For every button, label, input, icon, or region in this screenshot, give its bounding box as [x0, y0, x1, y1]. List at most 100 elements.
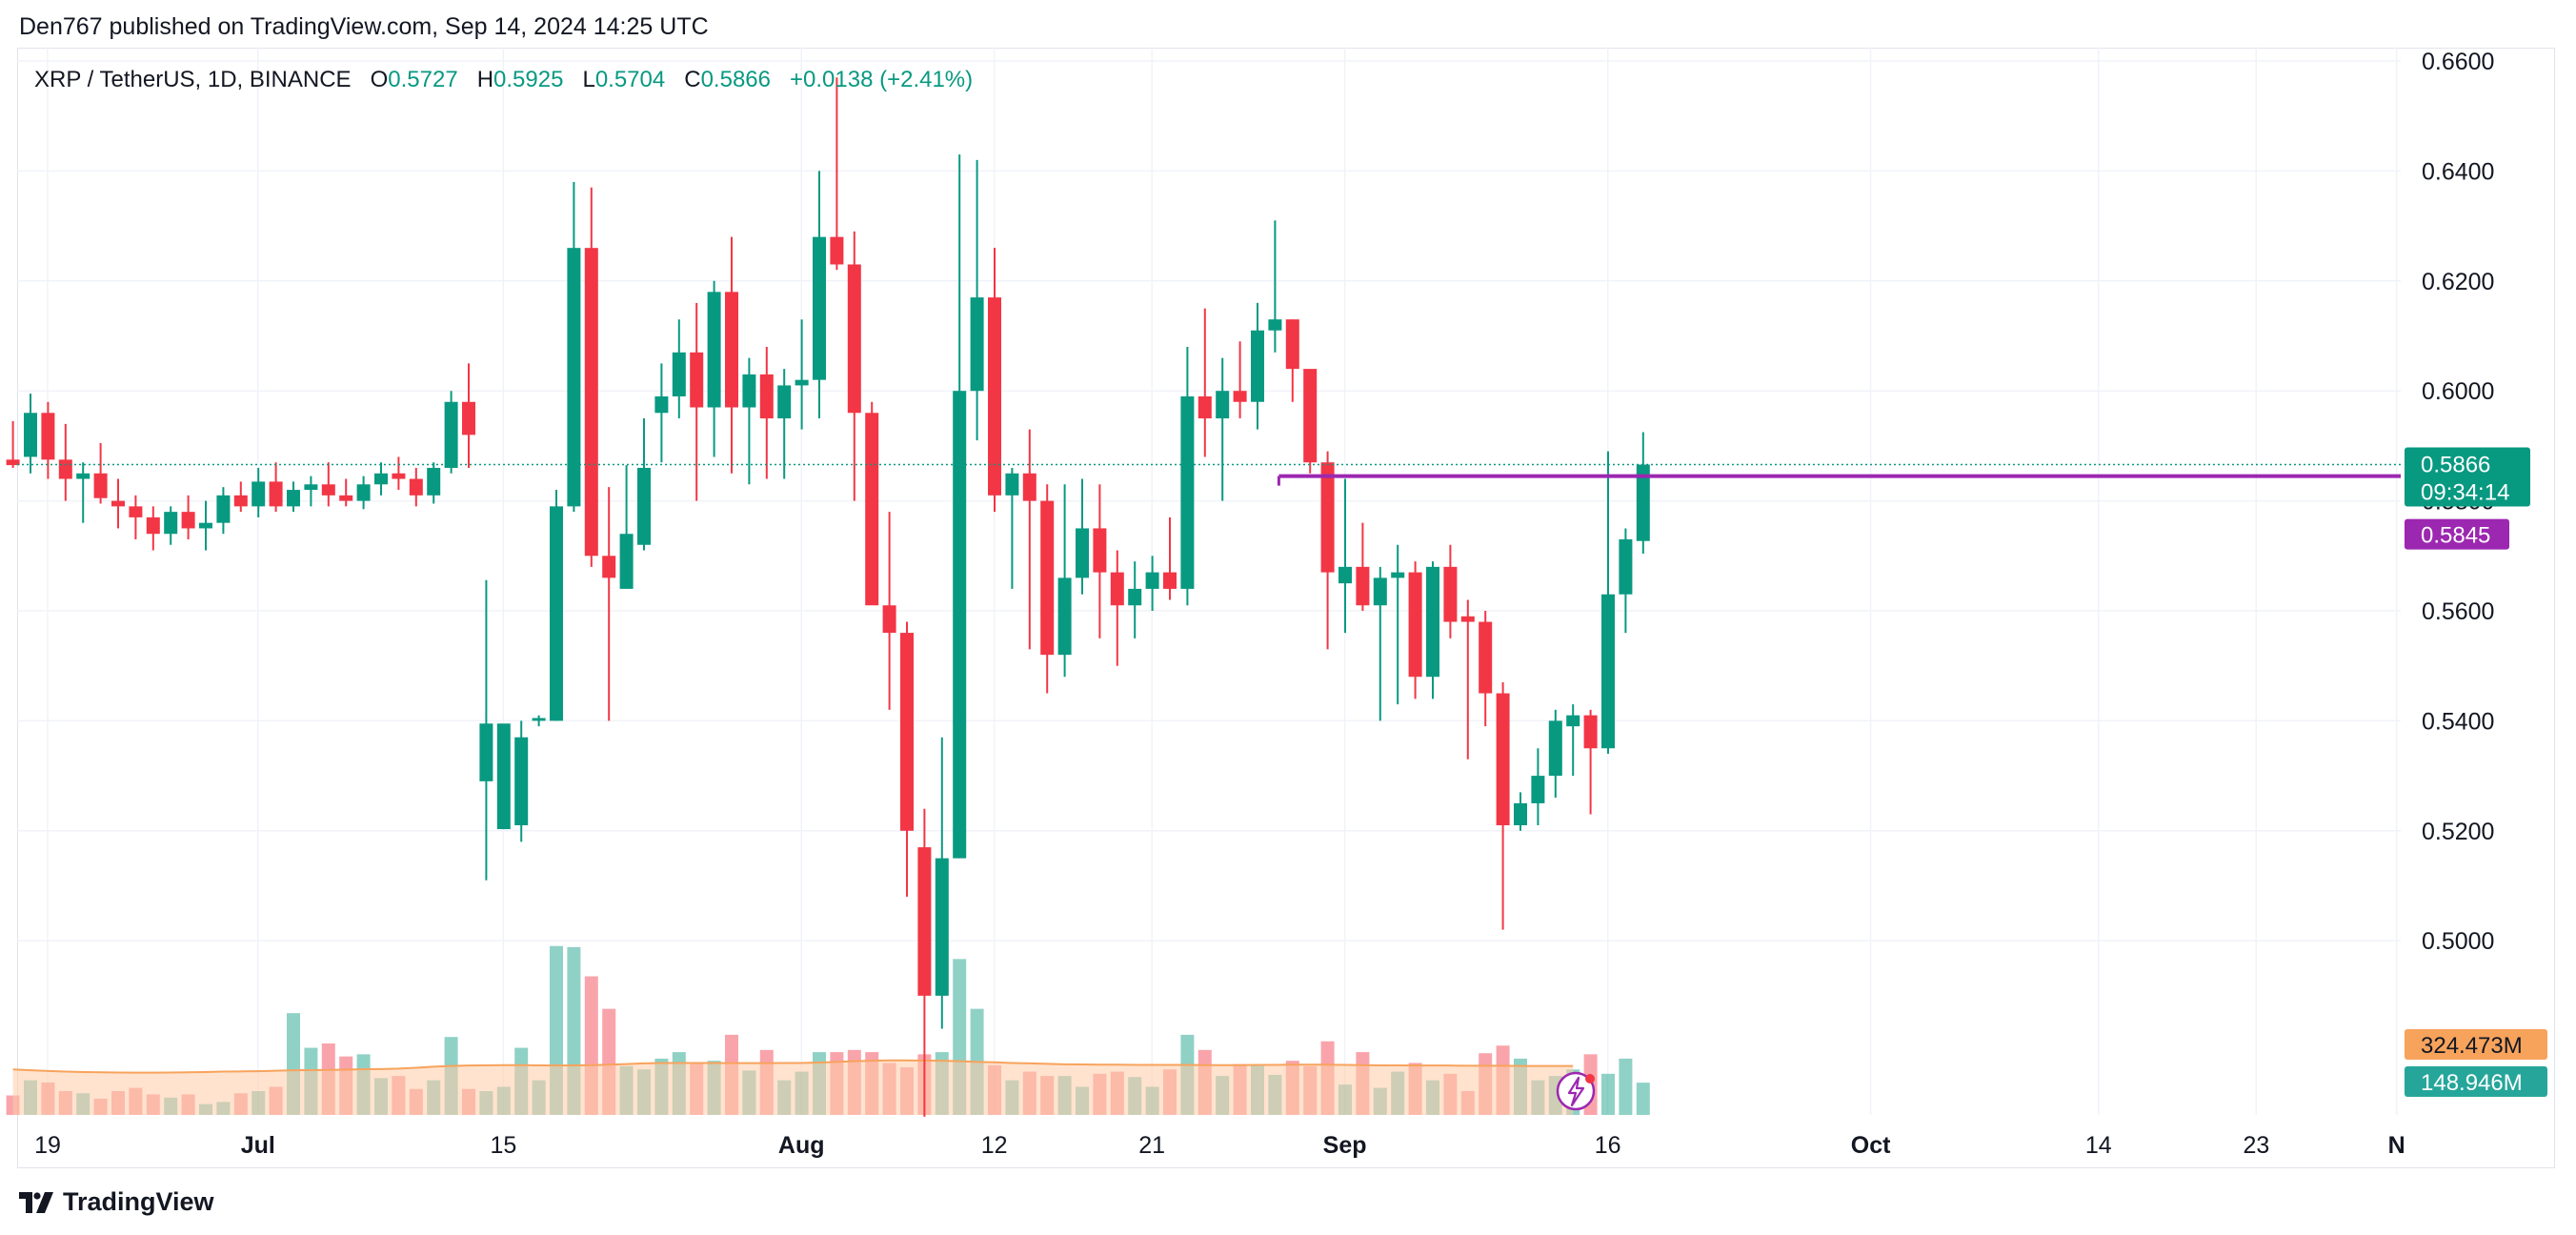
bar-countdown-label: 09:34:14 [2421, 480, 2509, 506]
candle-body [742, 374, 756, 408]
candle-body [1566, 715, 1580, 727]
candle-body [1093, 528, 1107, 573]
candle-body [1548, 720, 1562, 777]
candle-body [970, 297, 984, 392]
x-tick-label: Jul [241, 1132, 275, 1159]
candle-body [1619, 538, 1633, 595]
candle-body [129, 506, 143, 517]
candle-body [1583, 715, 1598, 749]
level-price-label: 0.5845 [2421, 523, 2490, 549]
candle-body [1303, 369, 1318, 463]
y-tick-label: 0.5000 [2422, 928, 2494, 955]
level-price-tag [2405, 518, 2509, 550]
candle-body [550, 506, 563, 721]
candle-body [1636, 464, 1650, 541]
candle-body [1128, 588, 1142, 606]
candle-body [233, 495, 248, 507]
candlesticks [6, 77, 1650, 1117]
low-value: 0.5704 [594, 67, 666, 92]
candle-body [374, 473, 388, 485]
candle-body [269, 481, 283, 507]
x-tick-label: 12 [981, 1132, 1008, 1159]
candle-body [1408, 572, 1422, 678]
candle-body [567, 248, 581, 507]
candle-body [777, 385, 792, 419]
candle-body [164, 512, 178, 535]
x-tick-label: 15 [490, 1132, 516, 1159]
lightning-icon[interactable] [1556, 1071, 1596, 1111]
grid-lines [17, 48, 2401, 1115]
ohlc-legend: XRP / TetherUS, 1D, BINANCE O0.5727 H0.5… [34, 67, 973, 93]
candle-body [1601, 594, 1615, 749]
candle-body [216, 495, 231, 523]
candle-body [882, 605, 896, 634]
candle-body [830, 236, 844, 265]
x-tick-label: Sep [1323, 1132, 1367, 1159]
price-tags: 0.5866 09:34:14 0.5845 324.473M 148.946M [2405, 447, 2547, 1097]
tradingview-logo-icon[interactable] [19, 1191, 53, 1213]
candle-body [479, 723, 493, 781]
candle-body [93, 473, 108, 498]
last-price-tag [2405, 447, 2530, 507]
candle-body [462, 401, 475, 435]
candle-body [252, 481, 266, 507]
candle-body [356, 484, 371, 501]
candle-body [1005, 473, 1019, 496]
volume-ma-label: 324.473M [2421, 1033, 2523, 1059]
candle-body [321, 484, 335, 496]
x-tick-label: 19 [34, 1132, 61, 1159]
open-value: 0.5727 [388, 67, 458, 92]
y-tick-label: 0.5200 [2422, 819, 2494, 845]
candle-body [1531, 776, 1545, 803]
support-level [17, 463, 2401, 486]
candle-body [76, 473, 91, 479]
candle-body [1057, 577, 1072, 656]
candle-body [1496, 693, 1510, 826]
x-tick-label: Oct [1851, 1132, 1891, 1159]
candle-body [1022, 473, 1036, 501]
candle-body [1145, 572, 1159, 589]
low-label: L [582, 67, 595, 92]
open-label: O [370, 67, 389, 92]
y-tick-label: 0.5400 [2422, 708, 2494, 735]
candle-body [988, 297, 1001, 496]
candle-body [584, 248, 598, 557]
candle-body [1514, 802, 1527, 826]
candle-body [58, 459, 72, 479]
candle-body [1356, 566, 1370, 606]
volume-bars [6, 945, 1650, 1115]
close-label: C [684, 67, 701, 92]
x-tick-label: 23 [2243, 1132, 2269, 1159]
y-tick-label: 0.6600 [2422, 49, 2494, 75]
candle-body [900, 633, 914, 831]
candle-body [1180, 395, 1195, 589]
tradingview-brand[interactable]: TradingView [63, 1187, 214, 1216]
candle-body [935, 858, 949, 996]
candle-body [1460, 616, 1475, 622]
candle-body [392, 473, 406, 479]
candle-body [1251, 330, 1264, 402]
candle-body [409, 478, 423, 496]
candle-body [199, 522, 212, 529]
candle-body [1110, 572, 1124, 606]
volume-bar [1601, 1073, 1615, 1115]
candle-body [1268, 319, 1282, 331]
volume-bar [1619, 1058, 1633, 1115]
symbol-label[interactable]: XRP / TetherUS, 1D, BINANCE [34, 67, 352, 92]
candle-body [1197, 395, 1212, 419]
candle-body [1320, 462, 1335, 573]
candle-body [1338, 566, 1352, 584]
candle-body [725, 292, 738, 408]
volume-ma-line [12, 1059, 1574, 1074]
candle-body [1443, 566, 1458, 622]
publish-info: Den767 published on TradingView.com, Sep… [19, 13, 709, 40]
candle-body [532, 718, 546, 721]
candle-body [111, 500, 125, 507]
footer: TradingView [19, 1187, 214, 1217]
candle-body [287, 490, 300, 507]
change-value: +0.0138 (+2.41%) [790, 67, 974, 92]
candle-body [917, 847, 932, 996]
volume-last-label: 148.946M [2421, 1070, 2523, 1096]
volume-ma-tag [2405, 1029, 2547, 1060]
